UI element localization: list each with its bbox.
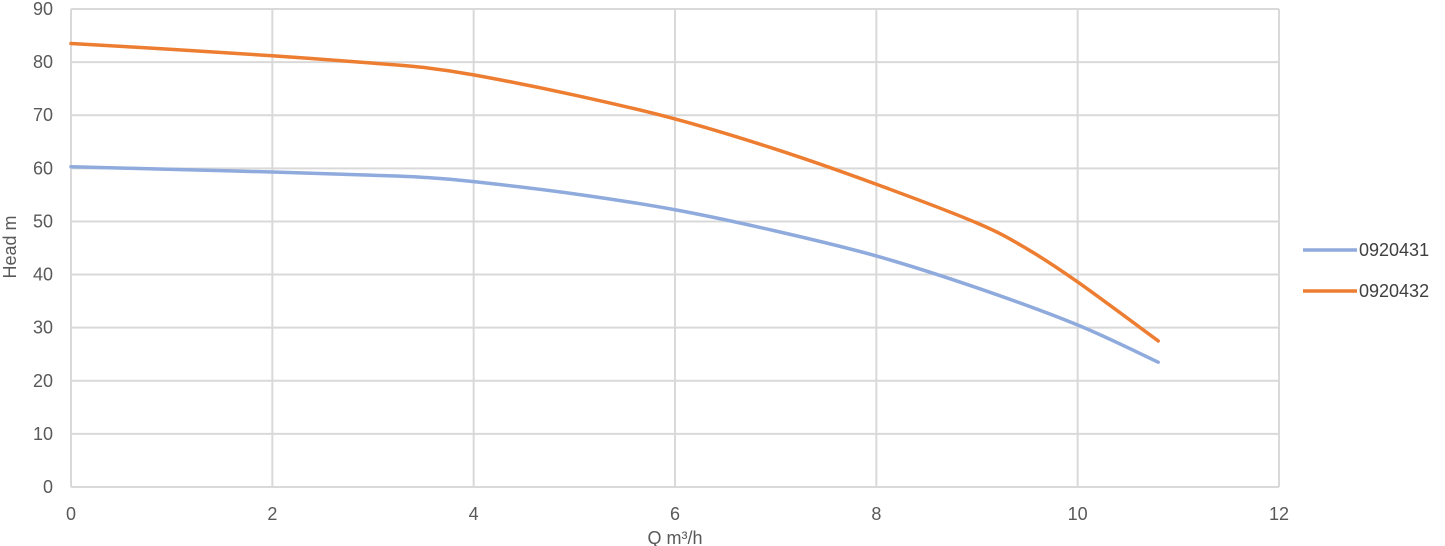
y-tick-label: 60 xyxy=(33,158,53,178)
y-tick-label: 40 xyxy=(33,265,53,285)
x-tick-label: 6 xyxy=(670,504,680,524)
y-tick-label: 20 xyxy=(33,371,53,391)
grid xyxy=(70,8,1280,488)
y-tick-label: 50 xyxy=(33,211,53,231)
x-tick-label: 8 xyxy=(871,504,881,524)
y-tick-label: 80 xyxy=(33,52,53,72)
x-axis-ticks: 0 2 4 6 8 10 12 xyxy=(66,504,1289,524)
x-tick-label: 0 xyxy=(66,504,76,524)
x-axis-title: Q m³/h xyxy=(647,528,702,546)
x-tick-label: 2 xyxy=(267,504,277,524)
y-tick-label: 90 xyxy=(33,0,53,19)
legend: 0920431 0920432 xyxy=(1303,240,1429,301)
x-tick-label: 4 xyxy=(469,504,479,524)
y-tick-label: 0 xyxy=(43,477,53,497)
legend-label: 0920432 xyxy=(1359,281,1429,301)
y-tick-label: 30 xyxy=(33,318,53,338)
y-tick-label: 70 xyxy=(33,105,53,125)
series-line-0920432 xyxy=(69,41,1160,343)
series-lines xyxy=(69,41,1160,364)
x-tick-label: 10 xyxy=(1068,504,1088,524)
y-axis-ticks: 0 10 20 30 40 50 60 70 80 90 xyxy=(33,0,53,497)
series-line-0920431 xyxy=(69,164,1160,364)
y-tick-label: 10 xyxy=(33,424,53,444)
y-axis-title: Head m xyxy=(0,215,20,278)
legend-label: 0920431 xyxy=(1359,240,1429,260)
x-tick-label: 12 xyxy=(1269,504,1289,524)
